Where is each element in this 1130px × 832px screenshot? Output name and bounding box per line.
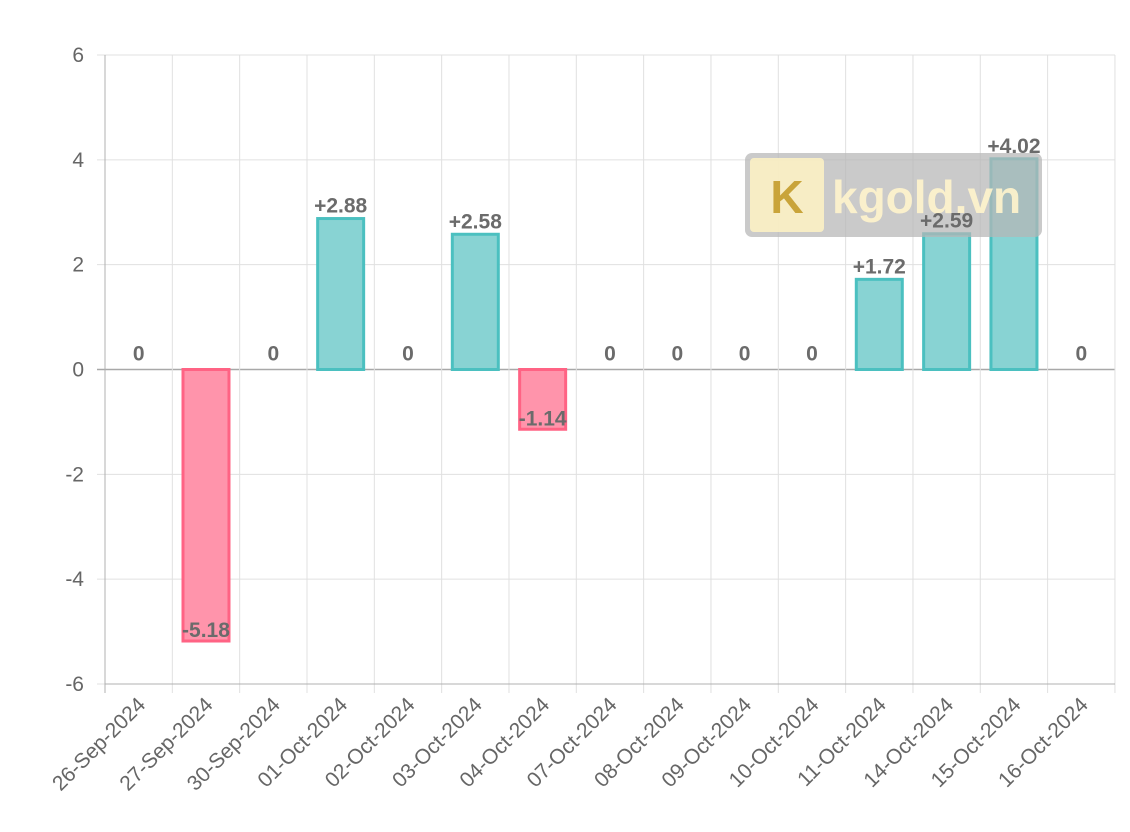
bar [181,368,231,643]
y-tick-label: 6 [72,44,84,67]
data-labels: 0 -5.18 0 +2.88 0 +2.58 -1.14 0 0 0 0 +1.72 +2.59 +4.… [133,135,1087,642]
data-label: +2.58 [449,210,502,233]
y-tick-label: 2 [72,254,84,277]
watermark-site-name: kgold.vn [832,171,1021,223]
data-label: 0 [739,343,751,366]
y-tick-label: -6 [65,673,84,696]
bar [450,232,500,371]
data-label: 0 [806,343,818,366]
kgold-watermark: K kgold.vn [745,153,1042,237]
bar [854,277,904,371]
y-tick-label: 0 [72,359,84,382]
bar [518,368,568,431]
grid-lines [97,54,1116,693]
data-label: 0 [402,343,414,366]
data-label: 0 [1075,343,1087,366]
watermark-logo-letter: K [770,171,803,223]
bar [316,217,366,371]
data-label: 0 [133,343,145,366]
y-tick-label: -4 [65,568,84,591]
data-label: +4.02 [987,135,1040,158]
bar [922,232,972,371]
y-tick-label: 4 [72,149,84,172]
kgold-logo-icon [750,158,824,232]
data-label: -5.18 [182,619,230,642]
data-label: +2.59 [920,210,973,233]
data-label: -1.14 [519,407,567,430]
data-label: +1.72 [853,255,906,278]
data-label: 0 [671,343,683,366]
y-tick-label: -2 [65,463,84,486]
data-label: 0 [604,343,616,366]
data-label: 0 [267,343,279,366]
data-label: +2.88 [314,195,367,218]
